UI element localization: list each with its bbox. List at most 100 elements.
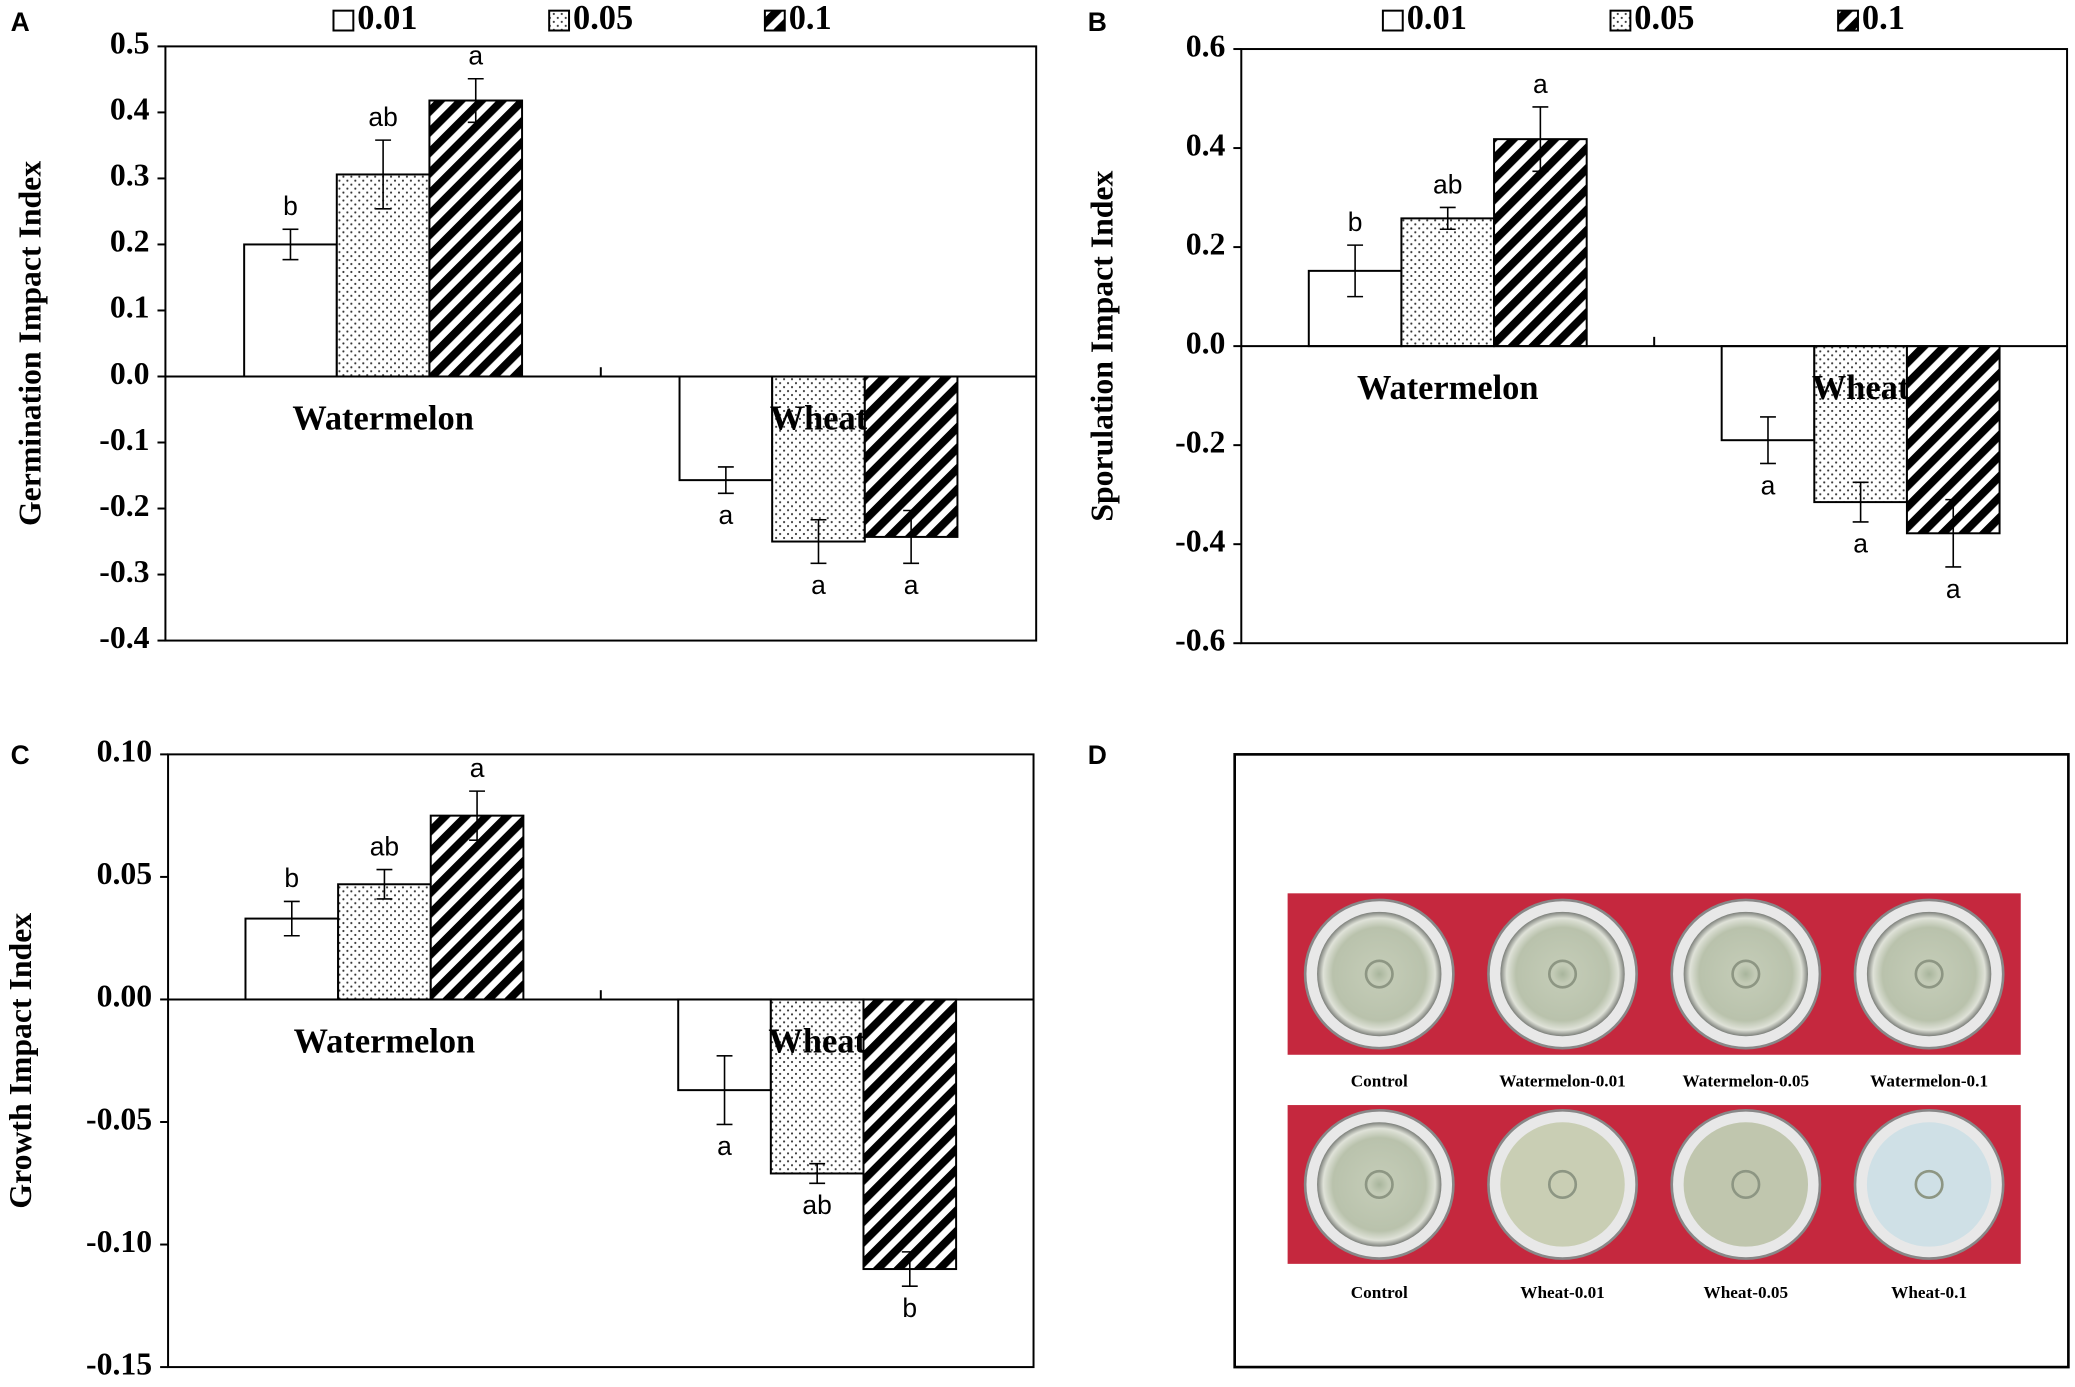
legend-label: 0.01 [1407, 0, 1467, 37]
colony-center [1914, 959, 1944, 989]
fungal-colony [1500, 911, 1625, 1037]
panel-label: C [11, 740, 30, 770]
error-bar [376, 868, 393, 900]
colony-center [1731, 959, 1761, 989]
significance-label: ab [1433, 169, 1462, 199]
error-bar [901, 1251, 918, 1287]
y-tick-label: 0.5 [110, 26, 150, 61]
error-bar [716, 1055, 733, 1126]
significance-label: a [717, 1131, 732, 1161]
y-axis-title: Germination Impact Index [12, 161, 47, 526]
bar [862, 998, 958, 1271]
y-tick-label: 0.0 [110, 356, 150, 391]
error-bar [375, 139, 392, 210]
error-bar [1945, 498, 1962, 568]
fungal-colony [1866, 1122, 1992, 1247]
bar [337, 883, 432, 1001]
y-tick-label: 0.3 [110, 158, 150, 193]
bar [769, 998, 865, 1175]
legend-label: 0.1 [1862, 0, 1905, 37]
significance-label: ab [368, 102, 397, 132]
y-tick-label: -0.05 [86, 1101, 152, 1136]
category-label: Wheat [1812, 369, 1910, 407]
significance-label: a [1946, 574, 1961, 604]
legend-swatch [1609, 9, 1632, 32]
panel-frame [1233, 753, 2070, 1369]
y-tick-label: -0.15 [86, 1346, 152, 1381]
error-bar [1347, 244, 1364, 298]
y-tick-label: 0.6 [1186, 28, 1226, 63]
legend-swatch [332, 9, 355, 32]
photo-caption: Wheat-0.05 [1704, 1283, 1789, 1302]
error-bar [810, 518, 827, 565]
y-tick-label: 0.4 [110, 92, 150, 127]
error-bar [809, 1162, 826, 1185]
legend-swatch [1381, 9, 1404, 32]
error-bar [1760, 416, 1776, 465]
legend-label: 0.01 [357, 0, 417, 37]
error-bar [283, 900, 300, 937]
y-tick-label: 0.05 [97, 856, 153, 891]
y-tick-label: 0.1 [110, 290, 150, 325]
category-label: Wheat [770, 399, 868, 437]
fungal-colony [1683, 911, 1809, 1037]
error-bar [467, 77, 484, 124]
plot-frame [167, 753, 1035, 1369]
bar [429, 814, 525, 1001]
photo-caption: Watermelon-0.05 [1683, 1072, 1810, 1091]
error-bar [1532, 106, 1549, 173]
significance-label: b [1348, 207, 1363, 237]
y-tick-label: 0.0 [1186, 325, 1226, 360]
photo-caption: Wheat-0.01 [1520, 1283, 1605, 1302]
y-tick-label: -0.4 [1175, 523, 1225, 558]
colony-center [1364, 1169, 1394, 1200]
error-bar [903, 509, 920, 565]
significance-label: b [283, 191, 298, 221]
significance-label: a [470, 753, 485, 783]
y-tick-label: -0.1 [99, 422, 149, 457]
legend-swatch [763, 9, 786, 32]
error-bar [282, 228, 299, 261]
plot-frame [164, 45, 1038, 642]
y-tick-label: 0.00 [97, 979, 153, 1014]
y-tick-label: 0.10 [97, 734, 153, 769]
bar [1493, 138, 1588, 348]
error-bar [717, 466, 734, 495]
fungal-colony [1500, 1122, 1625, 1247]
y-tick-label: 0.2 [110, 224, 150, 259]
significance-label: a [904, 570, 919, 600]
bar [243, 243, 338, 378]
category-label: Wheat [768, 1022, 866, 1060]
category-label: Watermelon [294, 1022, 475, 1060]
colony-center [1547, 959, 1578, 989]
colony-center [1547, 1169, 1578, 1200]
y-tick-label: -0.10 [86, 1224, 152, 1259]
y-tick-label: -0.6 [1175, 622, 1225, 657]
error-bar [1852, 481, 1869, 523]
fungal-colony [1317, 911, 1442, 1037]
significance-label: a [811, 570, 826, 600]
category-label: Watermelon [292, 399, 473, 437]
photo-caption: Watermelon-0.1 [1870, 1072, 1988, 1091]
y-tick-label: -0.2 [1175, 424, 1225, 459]
y-tick-label: -0.3 [99, 554, 149, 589]
significance-label: ab [802, 1190, 831, 1220]
y-axis-title: Growth Impact Index [3, 913, 38, 1209]
photo-caption: Control [1351, 1283, 1408, 1302]
bar [428, 99, 524, 378]
y-tick-label: 0.4 [1186, 127, 1226, 162]
photo-caption: Watermelon-0.01 [1499, 1072, 1626, 1091]
error-bar [1439, 206, 1456, 231]
colony-center [1364, 959, 1394, 989]
legend-label: 0.1 [789, 0, 832, 37]
colony-center [1914, 1169, 1944, 1200]
significance-label: a [718, 500, 733, 530]
significance-label: ab [370, 831, 399, 861]
significance-label: b [902, 1293, 917, 1323]
y-axis-title: Sporulation Impact Index [1084, 170, 1119, 521]
significance-label: b [284, 863, 299, 893]
fungal-colony [1866, 911, 1992, 1037]
significance-label: a [1533, 69, 1548, 99]
bar [678, 375, 774, 482]
y-tick-label: -0.2 [99, 488, 149, 523]
